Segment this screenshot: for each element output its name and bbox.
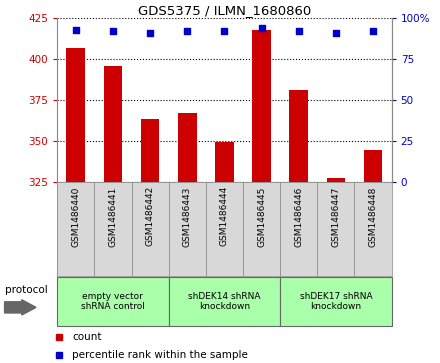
- Bar: [355, 182, 392, 276]
- Text: GSM1486445: GSM1486445: [257, 186, 266, 246]
- Bar: [57, 277, 169, 326]
- Bar: [206, 182, 243, 276]
- Bar: [57, 182, 392, 276]
- Point: [295, 28, 302, 34]
- Bar: [290, 90, 308, 182]
- Bar: [215, 142, 234, 182]
- Text: shDEK14 shRNA
knockdown: shDEK14 shRNA knockdown: [188, 291, 260, 311]
- Bar: [252, 30, 271, 181]
- Text: count: count: [73, 332, 102, 342]
- Bar: [57, 182, 94, 276]
- Bar: [66, 48, 85, 182]
- Bar: [104, 65, 122, 182]
- Point: [332, 30, 339, 36]
- Text: GSM1486448: GSM1486448: [369, 186, 378, 246]
- Bar: [141, 119, 159, 182]
- FancyArrow shape: [4, 300, 36, 315]
- Title: GDS5375 / ILMN_1680860: GDS5375 / ILMN_1680860: [138, 4, 311, 17]
- Bar: [243, 182, 280, 276]
- Point: [147, 30, 154, 36]
- Bar: [280, 182, 317, 276]
- Text: GSM1486442: GSM1486442: [146, 186, 154, 246]
- Text: protocol: protocol: [4, 285, 48, 295]
- Bar: [317, 182, 355, 276]
- Bar: [132, 182, 169, 276]
- Bar: [364, 150, 382, 182]
- Point: [110, 28, 117, 34]
- Text: empty vector
shRNA control: empty vector shRNA control: [81, 291, 145, 311]
- Text: GSM1486446: GSM1486446: [294, 186, 303, 246]
- Text: shDEK17 shRNA
knockdown: shDEK17 shRNA knockdown: [300, 291, 372, 311]
- Bar: [280, 277, 392, 326]
- Point: [72, 27, 79, 33]
- Text: GSM1486443: GSM1486443: [183, 186, 192, 246]
- Text: percentile rank within the sample: percentile rank within the sample: [73, 350, 248, 360]
- Point: [370, 28, 377, 34]
- Bar: [178, 113, 197, 182]
- Point: [221, 28, 228, 34]
- Point: [258, 25, 265, 31]
- Text: GSM1486441: GSM1486441: [108, 186, 117, 246]
- Point: [184, 28, 191, 34]
- Bar: [169, 182, 206, 276]
- Text: GSM1486447: GSM1486447: [331, 186, 341, 246]
- Text: GSM1486444: GSM1486444: [220, 186, 229, 246]
- Bar: [169, 277, 280, 326]
- Text: GSM1486440: GSM1486440: [71, 186, 80, 246]
- Bar: [94, 182, 132, 276]
- Bar: [326, 178, 345, 182]
